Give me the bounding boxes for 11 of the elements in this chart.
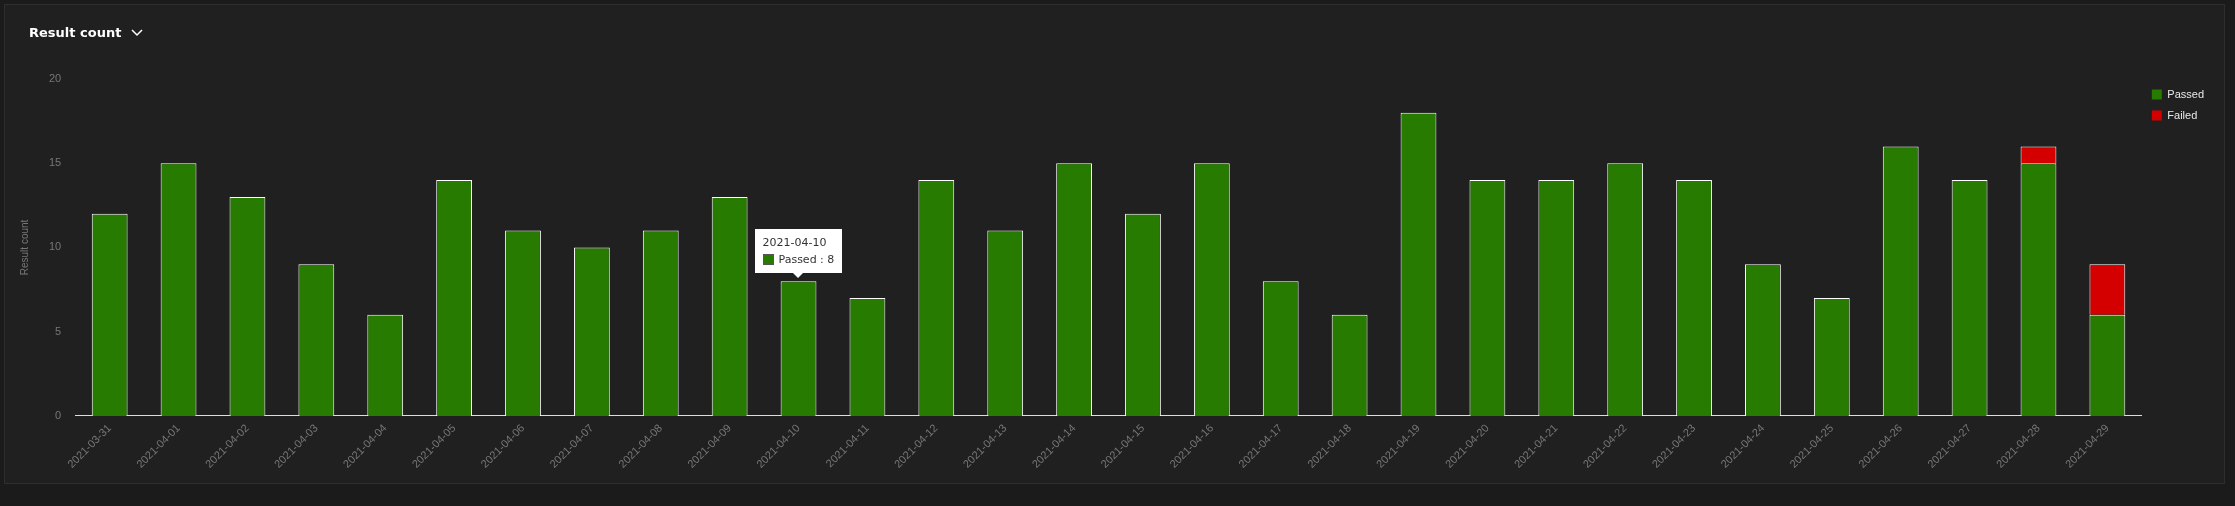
- y-tick-label: 10: [48, 240, 62, 253]
- legend-label: Failed: [2167, 108, 2198, 121]
- y-tick-label: 15: [48, 156, 62, 169]
- chart-title: Result count: [29, 25, 122, 40]
- y-tick-label: 5: [55, 324, 62, 337]
- y-tick-label: 20: [48, 72, 62, 85]
- y-tick-label: 0: [55, 408, 62, 421]
- y-axis-title: Result count: [18, 219, 30, 276]
- annotation: Passed : 8: [778, 252, 835, 269]
- legend-label: Passed: [2167, 87, 2205, 100]
- annotation: 2021-04-10: [762, 235, 827, 252]
